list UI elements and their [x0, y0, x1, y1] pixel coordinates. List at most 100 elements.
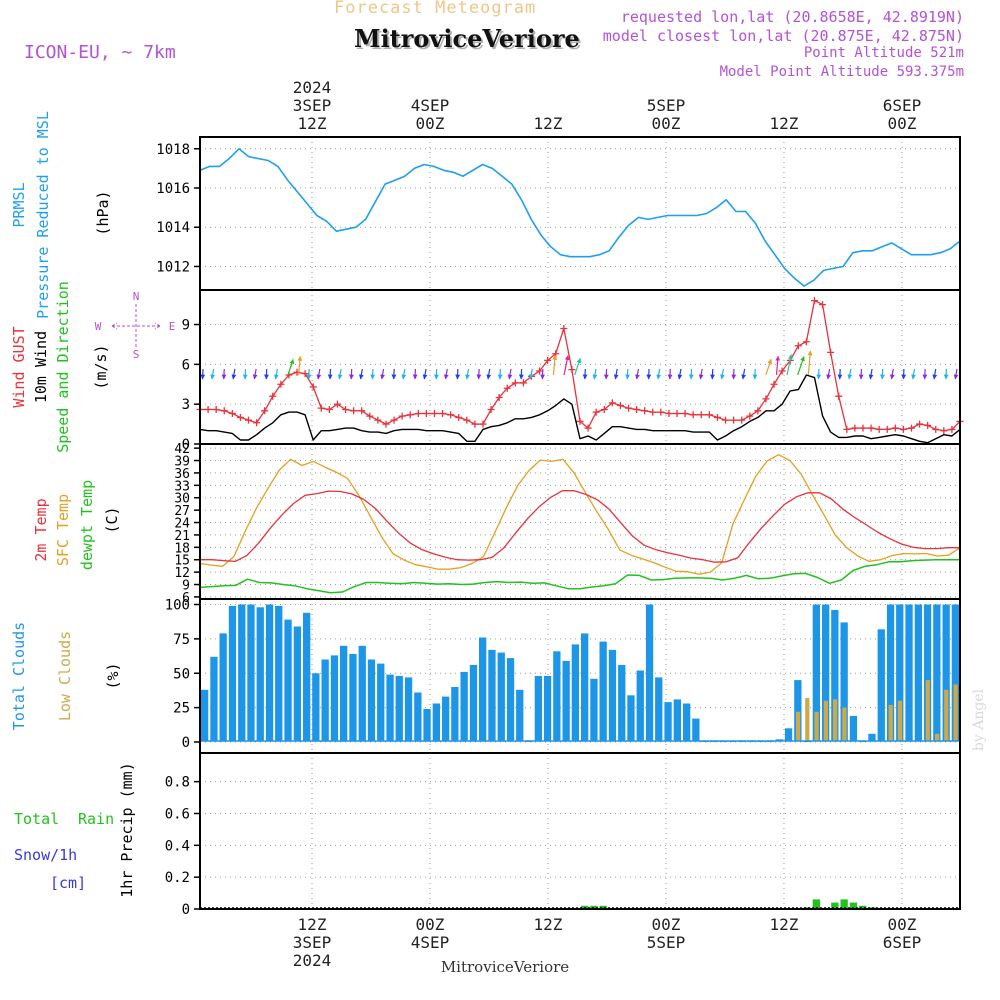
- total-clouds-bar: [386, 674, 394, 741]
- y-tick-label: 1012: [156, 259, 190, 275]
- time-label-top: 12Z: [534, 114, 563, 133]
- wind-direction-arrow: [765, 358, 773, 376]
- total-clouds-bar: [951, 604, 959, 741]
- total-clouds-bar: [312, 673, 320, 742]
- total-clouds-bar: [683, 703, 691, 741]
- gust-marker: [819, 301, 827, 309]
- y-tick-label: 0.6: [165, 806, 190, 822]
- y-tick-label: 6: [182, 591, 190, 606]
- total-clouds-bar: [497, 652, 505, 741]
- wind-direction-arrow: [868, 368, 874, 380]
- y-tick-label: 6: [182, 357, 190, 373]
- clouds-unit-label: (%): [104, 662, 122, 689]
- gust-marker: [827, 348, 835, 356]
- gust-marker: [487, 405, 495, 413]
- total-clouds-bar: [886, 604, 895, 741]
- total-clouds-bar: [877, 629, 885, 742]
- gust-marker: [770, 380, 778, 388]
- gust-marker: [342, 405, 350, 413]
- time-label-top: 00Z: [652, 114, 681, 133]
- gust-marker: [212, 405, 220, 413]
- wind-direction-arrow: [465, 368, 470, 380]
- total-clouds-bar: [238, 604, 246, 741]
- low-clouds-bar: [935, 733, 940, 742]
- gust-marker: [899, 425, 907, 433]
- gust-marker: [544, 356, 552, 364]
- gust-marker: [253, 419, 261, 427]
- gust-marker: [317, 404, 325, 412]
- y-tick-label: 9: [182, 318, 190, 334]
- gust-marker: [592, 408, 600, 416]
- wind-direction-arrow: [775, 355, 781, 376]
- total-clouds-bar: [645, 604, 654, 741]
- wind-direction-arrow: [797, 356, 805, 376]
- gust-marker: [568, 366, 576, 374]
- gust-marker: [333, 400, 341, 408]
- compass-w: W: [95, 320, 102, 333]
- wind-gust-label: Wind GUST: [10, 326, 28, 407]
- wind-speed-direction-label: Speed and Direction: [54, 281, 72, 453]
- total-clouds-bar: [414, 692, 422, 741]
- gust-marker: [277, 380, 285, 388]
- precip-bar: [840, 899, 848, 909]
- wind-direction-arrow: [507, 368, 513, 380]
- y-tick-label: 100: [165, 598, 190, 614]
- gust-marker: [681, 409, 689, 417]
- gust-marker: [228, 409, 236, 417]
- gust-marker: [309, 383, 317, 391]
- gust-marker: [511, 379, 519, 387]
- wind-direction-arrow: [720, 368, 725, 380]
- gust-marker: [802, 338, 810, 346]
- total-clouds-bar: [562, 660, 570, 741]
- total-clouds-bar: [442, 696, 450, 741]
- wind-direction-arrow: [635, 368, 640, 380]
- total-clouds-bar: [933, 604, 941, 741]
- time-label-top: 6SEP: [883, 96, 922, 115]
- gust-marker: [463, 416, 471, 424]
- y-tick-label: 42: [174, 442, 190, 457]
- gust-marker: [730, 416, 738, 424]
- total-clouds-bar: [923, 604, 932, 741]
- gust-marker: [536, 367, 544, 375]
- gust-marker: [713, 413, 721, 421]
- y-tick-label: 0.4: [165, 838, 190, 854]
- gust-marker: [245, 416, 253, 424]
- gust-marker: [875, 425, 883, 433]
- time-label-bottom: 12Z: [534, 915, 563, 934]
- low-clouds-bar: [953, 684, 958, 742]
- wind-direction-arrow: [953, 368, 959, 380]
- total-clouds-bar: [784, 728, 793, 742]
- low-clouds-bar: [897, 700, 903, 742]
- gust-marker: [883, 425, 891, 433]
- gust-marker: [236, 413, 244, 421]
- total-clouds-bar: [636, 670, 644, 741]
- time-label-bottom: 00Z: [652, 915, 681, 934]
- total-clouds-bar: [358, 645, 366, 742]
- total-clouds-bar: [516, 689, 524, 742]
- time-label-bottom: 12Z: [298, 915, 327, 934]
- wind-direction-arrow: [316, 368, 322, 380]
- pressure-unit-label: (hPa): [94, 190, 112, 235]
- total-clouds-bar: [451, 687, 459, 741]
- total-clouds-bar: [590, 678, 598, 742]
- model-label: ICON-EU, ~ 7km: [24, 42, 176, 63]
- total-clouds-bar: [275, 605, 283, 741]
- total-clouds-bar: [210, 656, 218, 742]
- time-label-top: 2024: [293, 78, 332, 97]
- total-clouds-bar: [868, 733, 876, 742]
- gust-marker: [269, 392, 277, 400]
- temp-2m-line: [200, 490, 960, 563]
- gust-marker: [220, 407, 228, 415]
- gust-marker: [762, 395, 770, 403]
- wind-direction-arrow: [932, 368, 938, 380]
- compass-s: S: [133, 348, 140, 361]
- total-clouds-bar: [469, 665, 478, 741]
- total-clouds-bar: [627, 695, 635, 742]
- wind-direction-arrow: [231, 368, 237, 380]
- y-tick-label: 0.8: [165, 775, 190, 791]
- footer-location-label: MitroviceVeriore: [441, 958, 569, 976]
- precip-bar: [849, 902, 858, 909]
- prmsl-label: PRMSL: [10, 182, 28, 227]
- pressure-msl-label: Pressure Reduced to MSL: [34, 111, 52, 319]
- gust-marker: [422, 409, 430, 417]
